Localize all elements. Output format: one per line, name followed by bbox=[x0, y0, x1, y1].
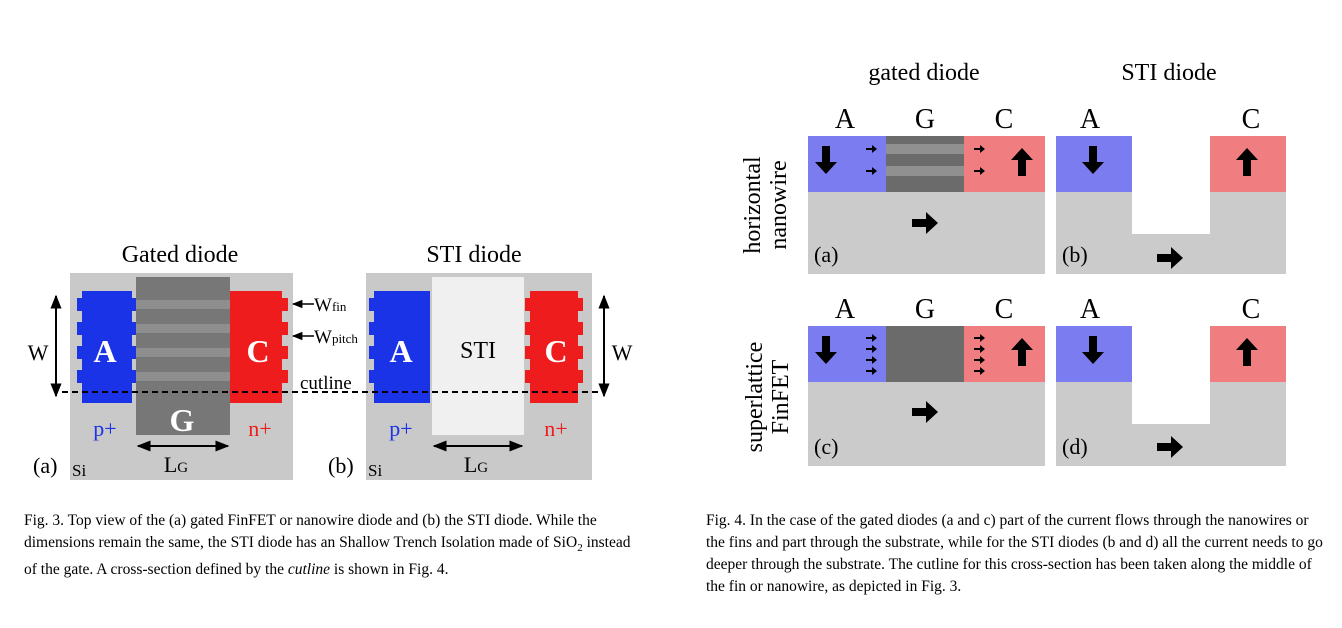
cathode-region bbox=[230, 291, 288, 403]
fig3b-sti-diode: A C STI p+ n+ W LG (b) Si bbox=[328, 273, 633, 480]
fig4-cross-section-figure: gated diode STI diode horizontal nanowir… bbox=[740, 60, 1286, 466]
lg-label-a: LG bbox=[164, 452, 188, 477]
panel-label-a: (a) bbox=[33, 453, 57, 478]
label-C-b: C bbox=[1242, 104, 1261, 135]
lg-label-b: LG bbox=[464, 452, 488, 477]
panel-label-b: (b) bbox=[1062, 242, 1088, 267]
panel-d: A C (d) bbox=[1056, 294, 1286, 466]
sti-label: STI bbox=[460, 338, 496, 364]
gate-c bbox=[886, 326, 964, 382]
wfin-label: Wfin bbox=[314, 295, 347, 316]
w-label-a: W bbox=[28, 340, 49, 365]
fig3-top-view-figure: Gated diode STI diode A C G p+ n+ W LG (… bbox=[28, 242, 633, 480]
p-plus-label-b: p+ bbox=[389, 416, 412, 441]
p-plus-label: p+ bbox=[93, 416, 116, 441]
substrate-c bbox=[808, 382, 1045, 466]
panel-b: A C (b) bbox=[1056, 104, 1286, 274]
wpitch-label: Wpitch bbox=[314, 327, 358, 348]
panel-label-d: (d) bbox=[1062, 434, 1088, 459]
cathode-region-b bbox=[525, 291, 583, 403]
label-C-c: C bbox=[995, 294, 1014, 325]
panel-a: A G C (a) bbox=[808, 104, 1045, 274]
label-G-a: G bbox=[915, 104, 935, 135]
label-A-c: A bbox=[835, 294, 856, 325]
cathode-c bbox=[964, 326, 1045, 382]
cathode-a bbox=[964, 136, 1045, 192]
sti-region bbox=[432, 277, 524, 435]
si-label-b: Si bbox=[368, 461, 382, 480]
row1-label-line2: nanowire bbox=[766, 160, 792, 249]
col-title-sti: STI diode bbox=[1121, 60, 1216, 86]
row2-label-line2: FinFET bbox=[768, 359, 794, 434]
anode-label: A bbox=[93, 333, 116, 369]
col-title-gated: gated diode bbox=[868, 60, 979, 86]
fig4-caption: Fig. 4. In the case of the gated diodes … bbox=[706, 512, 1323, 595]
row2-label-line1: superlattice bbox=[742, 342, 768, 453]
label-C-a: C bbox=[995, 104, 1014, 135]
label-A-b: A bbox=[1080, 104, 1101, 135]
fig3-caption: Fig. 3. Top view of the (a) gated FinFET… bbox=[24, 512, 631, 579]
panel-c: A G C (c) bbox=[808, 294, 1045, 466]
anode-region bbox=[77, 291, 136, 403]
fig3b-title: STI diode bbox=[426, 242, 521, 268]
w-label-b: W bbox=[612, 340, 633, 365]
panel-label-c: (c) bbox=[814, 434, 838, 459]
panel-label-a: (a) bbox=[814, 242, 838, 267]
row1-label-line1: horizontal bbox=[740, 156, 766, 254]
cathode-label-b: C bbox=[544, 333, 567, 369]
n-plus-label-b: n+ bbox=[544, 416, 567, 441]
si-label-a: Si bbox=[72, 461, 86, 480]
label-A-d: A bbox=[1080, 294, 1101, 325]
label-C-d: C bbox=[1242, 294, 1261, 325]
anode-label-b: A bbox=[389, 333, 412, 369]
label-G-c: G bbox=[915, 294, 935, 325]
anode-region-b bbox=[369, 291, 430, 403]
fig3a-title: Gated diode bbox=[122, 242, 239, 268]
fig3a-gated-diode: A C G p+ n+ W LG (a) Si Wfin Wpitch cutl… bbox=[28, 273, 358, 480]
cathode-label: C bbox=[246, 333, 269, 369]
panel-label-b: (b) bbox=[328, 453, 354, 478]
n-plus-label: n+ bbox=[248, 416, 271, 441]
gate-label: G bbox=[170, 402, 195, 438]
label-A-a: A bbox=[835, 104, 856, 135]
cutline-label: cutline bbox=[300, 373, 352, 394]
